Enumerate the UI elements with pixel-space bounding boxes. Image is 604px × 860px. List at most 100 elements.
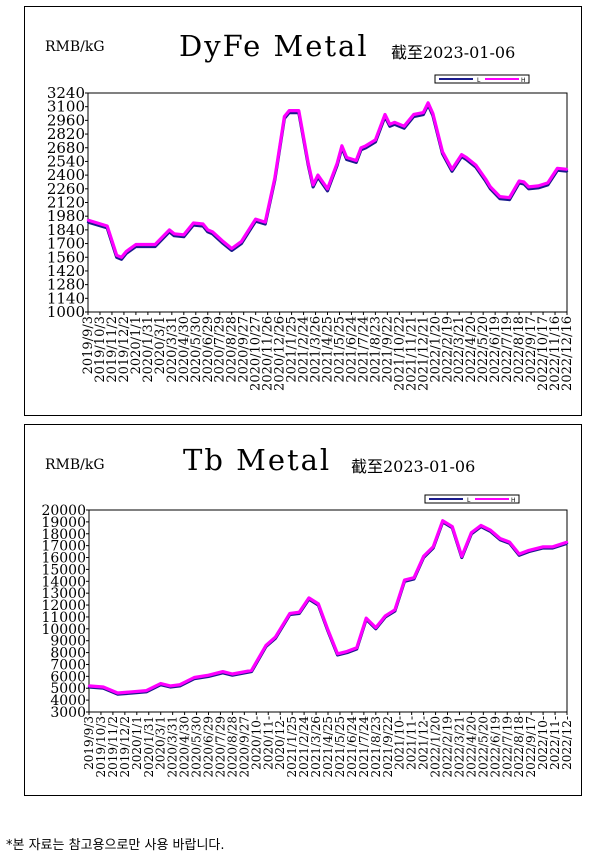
tb-x-tick-label: 2019/10/3 (94, 716, 108, 778)
tb-series-H (88, 519, 568, 695)
dyfe-x-tick-label: 2020/3/1 (153, 316, 168, 374)
tb-x-tick-label: 2020/1/1 (130, 716, 144, 770)
dyfe-x-tick-label: 2019/10/3 (93, 316, 108, 383)
tb-y-tick-label: 11000 (41, 610, 86, 626)
dyfe-y-tick-label: 2680 (47, 139, 85, 157)
tb-point-H (250, 669, 253, 672)
dyfe-x-tick-label: 2022/9/17 (524, 316, 539, 383)
dyfe-x-tick-label: 2020/10/27 (249, 316, 264, 391)
dyfe-point-H (546, 181, 549, 185)
dyfe-point-H (498, 195, 502, 198)
dyfe-point-H (383, 113, 387, 116)
tb-point-H (326, 628, 330, 632)
tb-point-H (145, 689, 148, 692)
tb-y-tick-label: 9000 (50, 634, 86, 650)
dyfe-point-H (173, 232, 176, 235)
dyfe-point-H (115, 254, 118, 257)
dyfe-x-tick-label: 2020/8/28 (225, 316, 240, 383)
dyfe-x-tick-label: 2022/5/20 (476, 316, 491, 383)
dyfe-x-tick-label: 2021/1/25 (285, 316, 300, 383)
tb-x-tick-label: 2022/8/18 (512, 716, 526, 778)
dyfe-point-H (470, 160, 473, 163)
tb-y-tick-label: 3000 (50, 705, 86, 721)
dyfe-y-tick-label: 1140 (47, 289, 85, 307)
tb-x-tick-label: 2022/6/19 (488, 716, 502, 778)
dyfe-point-H (556, 167, 559, 170)
tb-as-of-date: 截至2023-01-06 (351, 457, 476, 476)
tb-x-tick-label: 2019/9/3 (82, 716, 96, 770)
dyfe-point-H (201, 222, 205, 226)
dyfe-y-tick-label: 1280 (47, 276, 85, 294)
tb-point-H (159, 682, 162, 685)
dyfe-point-H (120, 256, 123, 259)
dyfe-as-of-date: 截至2023-01-06 (391, 43, 516, 62)
dyfe-point-H (254, 217, 257, 221)
tb-point-H (298, 611, 301, 614)
dyfe-point-H (565, 168, 569, 171)
tb-x-tick-label: 2020/4/30 (178, 716, 192, 778)
tb-y-tick-label: 19000 (41, 515, 86, 531)
tb-y-tick-label: 20000 (41, 503, 86, 519)
tb-point-H (489, 529, 492, 532)
tb-y-tick-label: 12000 (41, 598, 86, 614)
tb-y-tick-label: 14000 (41, 574, 86, 590)
dyfe-x-tick-label: 2021/12/21 (416, 316, 431, 391)
tb-point-H (193, 676, 196, 679)
tb-legend-label-H: H (511, 497, 516, 504)
dyfe-point-H (474, 164, 478, 167)
tb-x-tick-label: 2022/12- (560, 716, 574, 770)
dyfe-point-H (335, 162, 339, 165)
dyfe-point-H (426, 101, 430, 105)
tb-x-tick-label: 2022/10- (536, 716, 550, 770)
dyfe-y-tick-label: 1980 (47, 207, 85, 225)
tb-point-H (307, 596, 311, 600)
dyfe-point-H (340, 144, 344, 147)
tb-x-tick-label: 2021/12- (417, 716, 431, 770)
dyfe-x-tick-label: 2021/6/24 (344, 316, 359, 383)
tb-chart-panel: RMB/kG Tb Metal 截至2023-01-06 3000 4000 500… (24, 424, 582, 796)
tb-y-tick-label: 8000 (50, 646, 86, 662)
tb-x-tick-label: 2021/9/22 (381, 716, 395, 778)
tb-point-H (130, 690, 134, 693)
dyfe-x-tick-label: 2021/4/25 (321, 316, 336, 383)
dyfe-chart-panel: RMB/kG DyFe Metal 截至2023-01-06 1000 1140 1… (24, 6, 582, 416)
dyfe-x-tick-label: 2022/11/16 (548, 316, 563, 391)
dyfe-y-tick-label: 1000 (47, 303, 85, 321)
tb-point-H (178, 683, 181, 686)
tb-point-H (518, 552, 521, 556)
tb-point-H (374, 626, 377, 629)
tb-legend-box (424, 494, 520, 504)
dyfe-point-H (388, 123, 391, 126)
dyfe-point-H (412, 113, 415, 116)
dyfe-point-H (134, 243, 138, 246)
dyfe-point-H (307, 162, 310, 165)
dyfe-y-tick-label: 1700 (47, 235, 85, 253)
tb-x-tick-label: 2020/10- (249, 716, 263, 770)
tb-point-H (432, 545, 435, 548)
dyfe-point-H (182, 233, 185, 236)
tb-unit-label: RMB/kG (45, 457, 105, 473)
dyfe-y-tick-label: 3240 (47, 84, 85, 102)
dyfe-x-tick-label: 2022/2/19 (440, 316, 455, 383)
tb-point-H (441, 519, 444, 522)
tb-x-tick-label: 2022/5/20 (476, 716, 490, 778)
dyfe-x-tick-label: 2021/9/22 (380, 316, 395, 383)
tb-x-tick-label: 2022/4/20 (464, 716, 478, 778)
dyfe-y-tick-label: 2540 (47, 152, 85, 170)
tb-x-tick-label: 2019/11/2 (106, 716, 120, 778)
dyfe-point-H (288, 109, 291, 112)
dyfe-y-tick-label: 2120 (47, 194, 85, 212)
tb-x-tick-label: 2022/1/20 (429, 716, 443, 778)
tb-point-H (422, 555, 425, 558)
tb-x-tick-label: 2021/5/25 (333, 716, 347, 778)
dyfe-point-H (484, 177, 487, 181)
dyfe-y-tick-label: 3100 (47, 98, 85, 116)
tb-x-tick-label: 2020/12- (273, 716, 287, 770)
dyfe-point-H (192, 221, 195, 225)
dyfe-point-H (402, 125, 406, 128)
dyfe-x-tick-label: 2022/8/18 (512, 316, 527, 383)
tb-point-H (412, 576, 416, 579)
tb-x-tick-label: 2021/1/25 (285, 716, 299, 778)
tb-x-tick-label: 2021/7/24 (357, 716, 371, 778)
